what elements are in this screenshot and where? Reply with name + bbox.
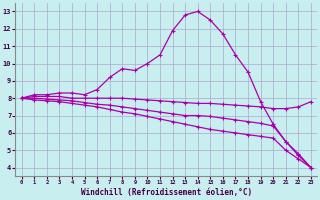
X-axis label: Windchill (Refroidissement éolien,°C): Windchill (Refroidissement éolien,°C) bbox=[81, 188, 252, 197]
